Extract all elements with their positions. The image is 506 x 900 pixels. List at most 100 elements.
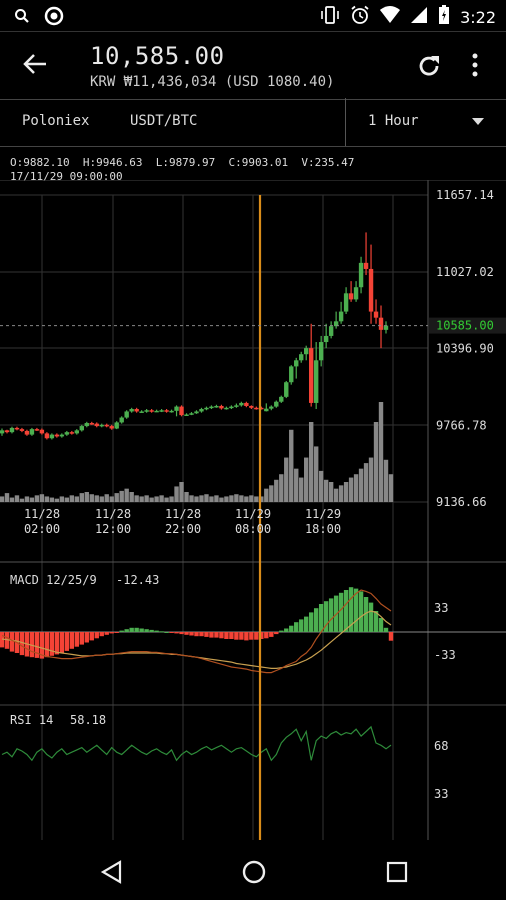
candle-body <box>214 405 219 408</box>
candle-body <box>299 354 304 361</box>
candle-body <box>274 401 279 407</box>
volume-bar <box>304 457 309 502</box>
macd-histogram-bar <box>299 619 304 632</box>
wifi-icon <box>380 6 401 28</box>
macd-histogram-bar <box>259 632 264 639</box>
volume-bar <box>368 457 374 502</box>
volume-bar <box>373 422 379 502</box>
macd-histogram-bar <box>44 632 50 658</box>
pair-selector[interactable]: USDT/BTC <box>130 113 198 129</box>
macd-histogram-bar <box>234 632 239 640</box>
macd-histogram-bar <box>383 627 389 632</box>
volume-bar <box>109 496 114 502</box>
vibrate-icon <box>320 6 340 28</box>
macd-histogram-bar <box>199 632 204 637</box>
volume-bar <box>134 495 139 502</box>
macd-histogram-bar <box>219 632 224 639</box>
candle-body <box>49 434 55 439</box>
candle-body <box>64 432 70 435</box>
candle-body <box>149 410 154 412</box>
time-tick-date: 11/28 <box>95 507 131 521</box>
time-tick-hour: 22:00 <box>165 522 201 536</box>
macd-histogram-bar <box>358 591 364 632</box>
rsi-value: 58.18 <box>70 713 106 727</box>
macd-histogram-bar <box>179 632 184 635</box>
candle-body <box>19 429 25 431</box>
macd-histogram-bar <box>388 632 394 641</box>
macd-histogram-bar <box>194 632 199 637</box>
macd-histogram-bar <box>239 632 244 640</box>
volume-bar <box>89 494 94 502</box>
candle-body <box>249 405 254 408</box>
candle-body <box>99 424 104 427</box>
more-options-icon[interactable] <box>470 52 480 82</box>
macd-histogram-bar <box>104 632 109 635</box>
macd-histogram-bar <box>134 627 139 632</box>
candle-body <box>294 360 299 367</box>
volume-bar <box>124 488 129 502</box>
macd-histogram-bar <box>9 632 15 652</box>
macd-histogram-bar <box>29 632 35 658</box>
volume-bar <box>184 492 189 502</box>
signal-icon <box>410 6 428 28</box>
exchange-selector[interactable]: Poloniex <box>22 113 90 129</box>
volume-bar <box>154 496 159 502</box>
battery-icon <box>438 5 450 29</box>
price-tick-label: 10396.90 <box>436 342 494 356</box>
macd-histogram-bar <box>4 632 10 649</box>
timeframe-dropdown[interactable]: 1 Hour <box>345 98 506 146</box>
macd-histogram-bar <box>284 628 289 632</box>
volume-bar <box>199 495 204 502</box>
refresh-icon[interactable] <box>416 53 442 83</box>
macd-histogram-bar <box>204 632 209 637</box>
volume-bar <box>378 402 384 502</box>
macd-histogram-bar <box>214 632 219 638</box>
ohlc-values: O:9882.10 H:9946.63 L:9879.97 C:9903.01 … <box>10 156 355 169</box>
volume-bar <box>343 482 349 502</box>
macd-histogram-bar <box>114 632 119 633</box>
candle-body <box>239 402 244 406</box>
macd-histogram-bar <box>338 592 344 632</box>
nav-back-icon[interactable] <box>100 860 124 888</box>
volume-bar <box>84 492 89 502</box>
macd-histogram-bar <box>373 611 379 632</box>
macd-histogram-bar <box>378 618 384 632</box>
candle-body <box>264 408 269 412</box>
candle-body <box>74 430 80 434</box>
volume-bar <box>284 457 289 502</box>
candle-body <box>54 434 60 437</box>
macd-histogram-bar <box>94 632 99 639</box>
macd-histogram-bar <box>59 632 65 653</box>
candle-body <box>24 430 30 435</box>
candle-body <box>29 429 35 435</box>
volume-bar <box>44 496 50 502</box>
time-tick-hour: 02:00 <box>24 522 60 536</box>
volume-bar <box>114 493 119 502</box>
nav-recents-icon[interactable] <box>385 860 409 888</box>
volume-bar <box>249 495 254 502</box>
candle-body <box>44 433 50 439</box>
macd-histogram-bar <box>323 601 329 632</box>
volume-bar <box>388 474 394 502</box>
price-tick-label: 11027.02 <box>436 265 494 279</box>
macd-histogram-bar <box>249 632 254 640</box>
volume-bar <box>269 485 274 502</box>
nav-home-icon[interactable] <box>241 859 267 889</box>
back-arrow-icon[interactable] <box>22 52 48 80</box>
time-tick-date: 11/28 <box>24 507 60 521</box>
macd-histogram-bar <box>184 632 189 635</box>
macd-histogram-bar <box>289 625 294 632</box>
macd-histogram-bar <box>54 632 60 655</box>
volume-bar <box>363 463 369 502</box>
volume-bar <box>338 485 344 502</box>
macd-histogram-bar <box>39 632 45 659</box>
candle-body <box>199 409 204 412</box>
candle-body <box>284 382 289 397</box>
candlestick-series <box>0 232 389 440</box>
status-bar: 3:22 <box>0 0 506 30</box>
volume-bar <box>279 474 284 502</box>
navigation-bar <box>0 840 506 900</box>
volume-bar <box>234 494 239 502</box>
macd-histogram-bar <box>89 632 94 641</box>
